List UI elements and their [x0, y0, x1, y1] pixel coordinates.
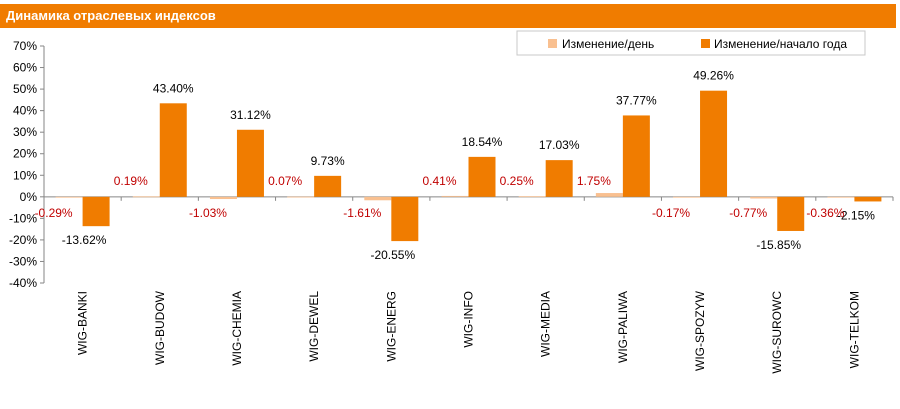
axes: -40% -30% -20% -10% 0% 10% 20% 30% 40% 50% 60% 70% W… — [9, 39, 894, 374]
y-tick-label: 20% — [13, 147, 37, 161]
label-year-wig-banki: -13.62% — [62, 233, 107, 247]
y-tick-label: -30% — [9, 254, 37, 268]
bar-year-wig-banki — [82, 196, 110, 227]
bar-day-wig-info — [441, 195, 469, 197]
category-label-wig-banki: WIG-BANKI — [76, 291, 90, 355]
bar-year-wig-info — [468, 156, 496, 197]
bar-day-wig-surowc — [750, 196, 778, 199]
bar-day-wig-dewel — [287, 196, 315, 198]
bar-year-wig-dewel — [314, 175, 342, 197]
y-tick-label: -20% — [9, 233, 37, 247]
label-year-wig-budow: 43.40% — [153, 81, 194, 95]
legend-label-year: Изменение/начало года — [714, 37, 847, 51]
label-day-wig-info: 0.41% — [422, 174, 456, 188]
y-tick-label: 40% — [13, 104, 37, 118]
bar-year-wig-paliwa — [622, 115, 650, 197]
category-label-wig-surowc: WIG-SUROWC — [770, 291, 784, 374]
label-day-wig-surowc: -0.77% — [729, 206, 767, 220]
label-day-wig-chemia: -1.03% — [189, 206, 227, 220]
bar-year-wig-chemia — [236, 129, 264, 197]
bar-year-wig-budow — [159, 103, 187, 197]
data-labels: -13.62% -0.29% 43.40% 0.19% 31.12% -1.03% 9.73… — [35, 69, 876, 262]
label-day-wig-media: 0.25% — [500, 174, 534, 188]
y-tick-label: -10% — [9, 211, 37, 225]
label-day-wig-spozyw: -0.17% — [652, 206, 690, 220]
bar-day-wig-spozyw — [673, 196, 701, 198]
bar-day-wig-budow — [132, 196, 160, 198]
label-year-wig-surowc: -15.85% — [756, 238, 801, 252]
y-tick-label: -40% — [9, 276, 37, 290]
bar-year-wig-energ — [391, 196, 419, 242]
bars — [55, 90, 882, 242]
category-label-wig-media: WIG-MEDIA — [539, 291, 553, 357]
bar-day-wig-paliwa — [595, 193, 623, 197]
legend-swatch-year — [701, 39, 710, 48]
bar-day-wig-energ — [364, 196, 392, 201]
label-year-wig-spozyw: 49.26% — [693, 69, 734, 83]
y-tick-label: 30% — [13, 125, 37, 139]
category-label-wig-telkom: WIG-TELKOM — [847, 291, 861, 368]
y-tick-label: 70% — [13, 39, 37, 53]
label-year-wig-energ: -20.55% — [370, 248, 415, 262]
category-label-wig-energ: WIG-ENERG — [384, 291, 398, 362]
bar-year-wig-media — [545, 160, 573, 197]
legend-swatch-day — [548, 39, 557, 48]
label-day-wig-telkom: -0.36% — [806, 206, 844, 220]
bar-day-wig-chemia — [209, 196, 237, 200]
legend-label-day: Изменение/день — [562, 37, 654, 51]
label-day-wig-paliwa: 1.75% — [577, 174, 611, 188]
label-year-wig-chemia: 31.12% — [230, 108, 271, 122]
category-label-wig-paliwa: WIG-PALIWA — [616, 291, 630, 363]
y-tick-label: 60% — [13, 61, 37, 75]
bar-year-wig-spozyw — [700, 90, 728, 197]
label-day-wig-dewel: 0.07% — [268, 174, 302, 188]
chart-title: Динамика отраслевых индексов — [0, 4, 896, 28]
bar-day-wig-banki — [55, 196, 83, 198]
y-tick-label: 10% — [13, 168, 37, 182]
label-year-wig-paliwa: 37.77% — [616, 93, 657, 107]
label-year-wig-media: 17.03% — [539, 138, 580, 152]
category-label-wig-info: WIG-INFO — [462, 291, 476, 348]
category-label-wig-budow: WIG-BUDOW — [153, 290, 167, 365]
legend: Изменение/день Изменение/начало года — [516, 30, 866, 56]
bar-day-wig-media — [518, 196, 546, 198]
y-tick-label: 0% — [20, 190, 38, 204]
label-year-wig-telkom: -2.15% — [837, 208, 875, 222]
category-label-wig-spozyw: WIG-SPOZYW — [693, 290, 707, 371]
bar-year-wig-telkom — [854, 196, 882, 202]
y-tick-label: 50% — [13, 82, 37, 96]
bar-year-wig-surowc — [777, 196, 805, 231]
category-label-wig-dewel: WIG-DEWEL — [307, 291, 321, 362]
category-label-wig-chemia: WIG-CHEMIA — [230, 291, 244, 366]
label-day-wig-budow: 0.19% — [114, 174, 148, 188]
bar-day-wig-telkom — [827, 196, 855, 198]
label-year-wig-dewel: 9.73% — [311, 154, 345, 168]
label-year-wig-info: 18.54% — [462, 135, 503, 149]
label-day-wig-banki: -0.29% — [35, 206, 73, 220]
legend-box — [516, 30, 866, 56]
label-day-wig-energ: -1.61% — [343, 206, 381, 220]
